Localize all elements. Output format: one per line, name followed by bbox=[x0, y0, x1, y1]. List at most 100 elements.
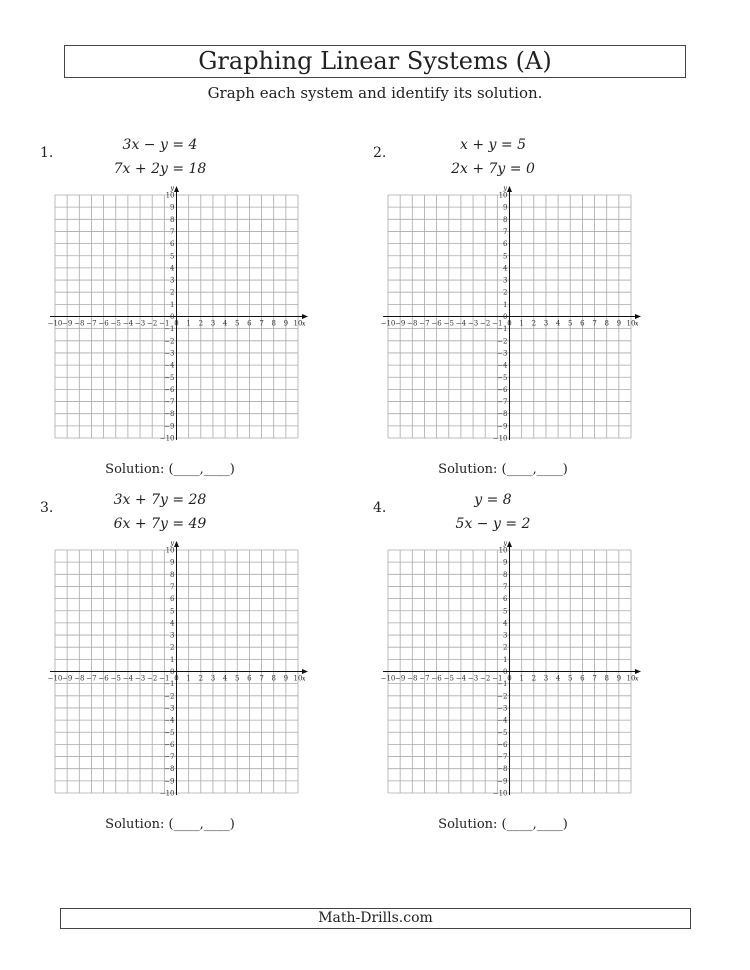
y-tick-label: −10 bbox=[493, 790, 508, 798]
x-axis-label: x bbox=[302, 321, 306, 328]
problem-4: 4. y = 8 5x − y = 2 Solution: (____,____… bbox=[373, 492, 693, 832]
x-tick-label: 6 bbox=[247, 320, 252, 328]
y-tick-label: −9 bbox=[164, 777, 174, 785]
coordinate-grid[interactable]: xy−10 −9 −8 −7 −6 −5 −4 −3 −2 −1 0 1 2 3 4 5 6 7 8 9 10−10−9… bbox=[373, 492, 673, 812]
y-tick-label: −4 bbox=[497, 717, 508, 725]
x-tick-label: −3 bbox=[135, 675, 145, 683]
y-tick-label: −10 bbox=[160, 790, 175, 798]
y-tick-label: −3 bbox=[497, 704, 507, 712]
x-tick-label: 4 bbox=[223, 675, 228, 683]
x-tick-label: −1 bbox=[159, 320, 169, 328]
problem-3: 3. 3x + 7y = 28 6x + 7y = 49 Solution: (… bbox=[40, 492, 360, 832]
y-tick-label: 7 bbox=[503, 228, 507, 236]
x-tick-label: 6 bbox=[580, 320, 585, 328]
x-tick-label: 6 bbox=[247, 675, 252, 683]
y-tick-label: 7 bbox=[170, 583, 174, 591]
x-tick-label: 1 bbox=[186, 675, 190, 683]
x-tick-label: −1 bbox=[159, 675, 169, 683]
x-tick-label: 2 bbox=[199, 320, 203, 328]
y-tick-label: 3 bbox=[503, 632, 507, 640]
coordinate-grid[interactable]: xy−10 −9 −8 −7 −6 −5 −4 −3 −2 −1 0 1 2 3 4 5 6 7 8 9 10−10−9… bbox=[40, 492, 340, 812]
y-tick-label: −3 bbox=[497, 349, 507, 357]
y-tick-label: 0 bbox=[170, 668, 174, 676]
y-tick-label: −4 bbox=[497, 362, 508, 370]
x-tick-label: 0 bbox=[174, 320, 178, 328]
x-tick-label: −6 bbox=[98, 675, 109, 683]
y-tick-label: −5 bbox=[497, 729, 507, 737]
x-tick-label: 7 bbox=[259, 320, 263, 328]
y-tick-label: 6 bbox=[503, 240, 508, 248]
y-tick-label: 2 bbox=[170, 644, 174, 652]
x-tick-label: 5 bbox=[568, 320, 572, 328]
x-tick-label: 5 bbox=[235, 320, 239, 328]
x-tick-label: −4 bbox=[456, 675, 467, 683]
y-tick-label: 1 bbox=[503, 301, 507, 309]
y-axis-arrow bbox=[507, 186, 512, 192]
y-tick-label: 10 bbox=[499, 192, 508, 200]
y-tick-label: −1 bbox=[497, 325, 507, 333]
x-tick-label: 9 bbox=[284, 320, 288, 328]
x-tick-label: −7 bbox=[419, 320, 429, 328]
y-tick-label: 5 bbox=[170, 252, 174, 260]
y-tick-label: 2 bbox=[503, 644, 507, 652]
solution-blank[interactable]: Solution: (____,____) bbox=[105, 817, 235, 832]
x-axis-arrow bbox=[635, 314, 641, 319]
y-tick-label: 0 bbox=[170, 313, 174, 321]
y-tick-label: 6 bbox=[170, 240, 175, 248]
x-tick-label: −2 bbox=[147, 320, 157, 328]
x-tick-label: 3 bbox=[544, 320, 548, 328]
y-tick-label: −5 bbox=[497, 374, 507, 382]
x-tick-label: −1 bbox=[492, 320, 502, 328]
equation-2: 7x + 2y = 18 bbox=[113, 161, 207, 177]
y-tick-label: 2 bbox=[503, 289, 507, 297]
problem-1: 1. 3x − y = 4 7x + 2y = 18 Solution: (__… bbox=[40, 137, 360, 477]
x-tick-label: −9 bbox=[62, 675, 72, 683]
solution-blank[interactable]: Solution: (____,____) bbox=[438, 817, 568, 832]
x-tick-label: 4 bbox=[556, 320, 561, 328]
y-tick-label: 4 bbox=[503, 619, 508, 627]
y-tick-label: 10 bbox=[166, 192, 175, 200]
y-tick-label: −8 bbox=[164, 410, 174, 418]
x-tick-label: −10 bbox=[48, 320, 63, 328]
x-tick-label: −6 bbox=[98, 320, 109, 328]
x-tick-label: −10 bbox=[381, 675, 396, 683]
y-tick-label: 2 bbox=[170, 289, 174, 297]
solution-blank[interactable]: Solution: (____,____) bbox=[105, 462, 235, 477]
x-axis-label: x bbox=[302, 676, 306, 683]
equation-2: 6x + 7y = 49 bbox=[113, 516, 207, 532]
y-tick-label: −1 bbox=[497, 680, 507, 688]
y-tick-label: −10 bbox=[493, 435, 508, 443]
y-tick-label: 6 bbox=[170, 595, 175, 603]
x-tick-label: 6 bbox=[580, 675, 585, 683]
x-tick-label: 2 bbox=[532, 675, 536, 683]
x-tick-label: −8 bbox=[74, 320, 84, 328]
solution-blank[interactable]: Solution: (____,____) bbox=[438, 462, 568, 477]
x-tick-label: 7 bbox=[592, 675, 596, 683]
y-tick-label: 8 bbox=[503, 571, 507, 579]
x-tick-label: −7 bbox=[419, 675, 429, 683]
y-tick-label: 1 bbox=[503, 656, 507, 664]
y-tick-label: −7 bbox=[497, 398, 507, 406]
y-tick-label: −2 bbox=[164, 337, 174, 345]
y-axis-arrow bbox=[507, 541, 512, 547]
y-axis-label: y bbox=[503, 540, 508, 547]
y-tick-label: 9 bbox=[503, 204, 507, 212]
x-tick-label: −4 bbox=[123, 320, 134, 328]
x-tick-label: −8 bbox=[407, 320, 417, 328]
coordinate-grid[interactable]: xy−10 −9 −8 −7 −6 −5 −4 −3 −2 −1 0 1 2 3 4 5 6 7 8 9 10−10−9… bbox=[40, 137, 340, 457]
x-tick-label: 2 bbox=[532, 320, 536, 328]
problem-number: 4. bbox=[373, 500, 387, 516]
y-tick-label: −9 bbox=[164, 422, 174, 430]
problem-2: 2. x + y = 5 2x + 7y = 0 Solution: (____… bbox=[373, 137, 693, 477]
equation-2: 2x + 7y = 0 bbox=[451, 161, 535, 177]
x-tick-label: 1 bbox=[186, 320, 190, 328]
x-tick-label: −2 bbox=[480, 320, 490, 328]
y-axis-label: y bbox=[503, 185, 508, 192]
y-axis-arrow bbox=[174, 186, 179, 192]
y-tick-label: −8 bbox=[497, 765, 507, 773]
y-tick-label: −3 bbox=[164, 704, 174, 712]
x-tick-label: −4 bbox=[123, 675, 134, 683]
coordinate-grid[interactable]: xy−10 −9 −8 −7 −6 −5 −4 −3 −2 −1 0 1 2 3 4 5 6 7 8 9 10−10−9… bbox=[373, 137, 673, 457]
x-tick-label: −2 bbox=[480, 675, 490, 683]
x-tick-label: 8 bbox=[271, 675, 275, 683]
